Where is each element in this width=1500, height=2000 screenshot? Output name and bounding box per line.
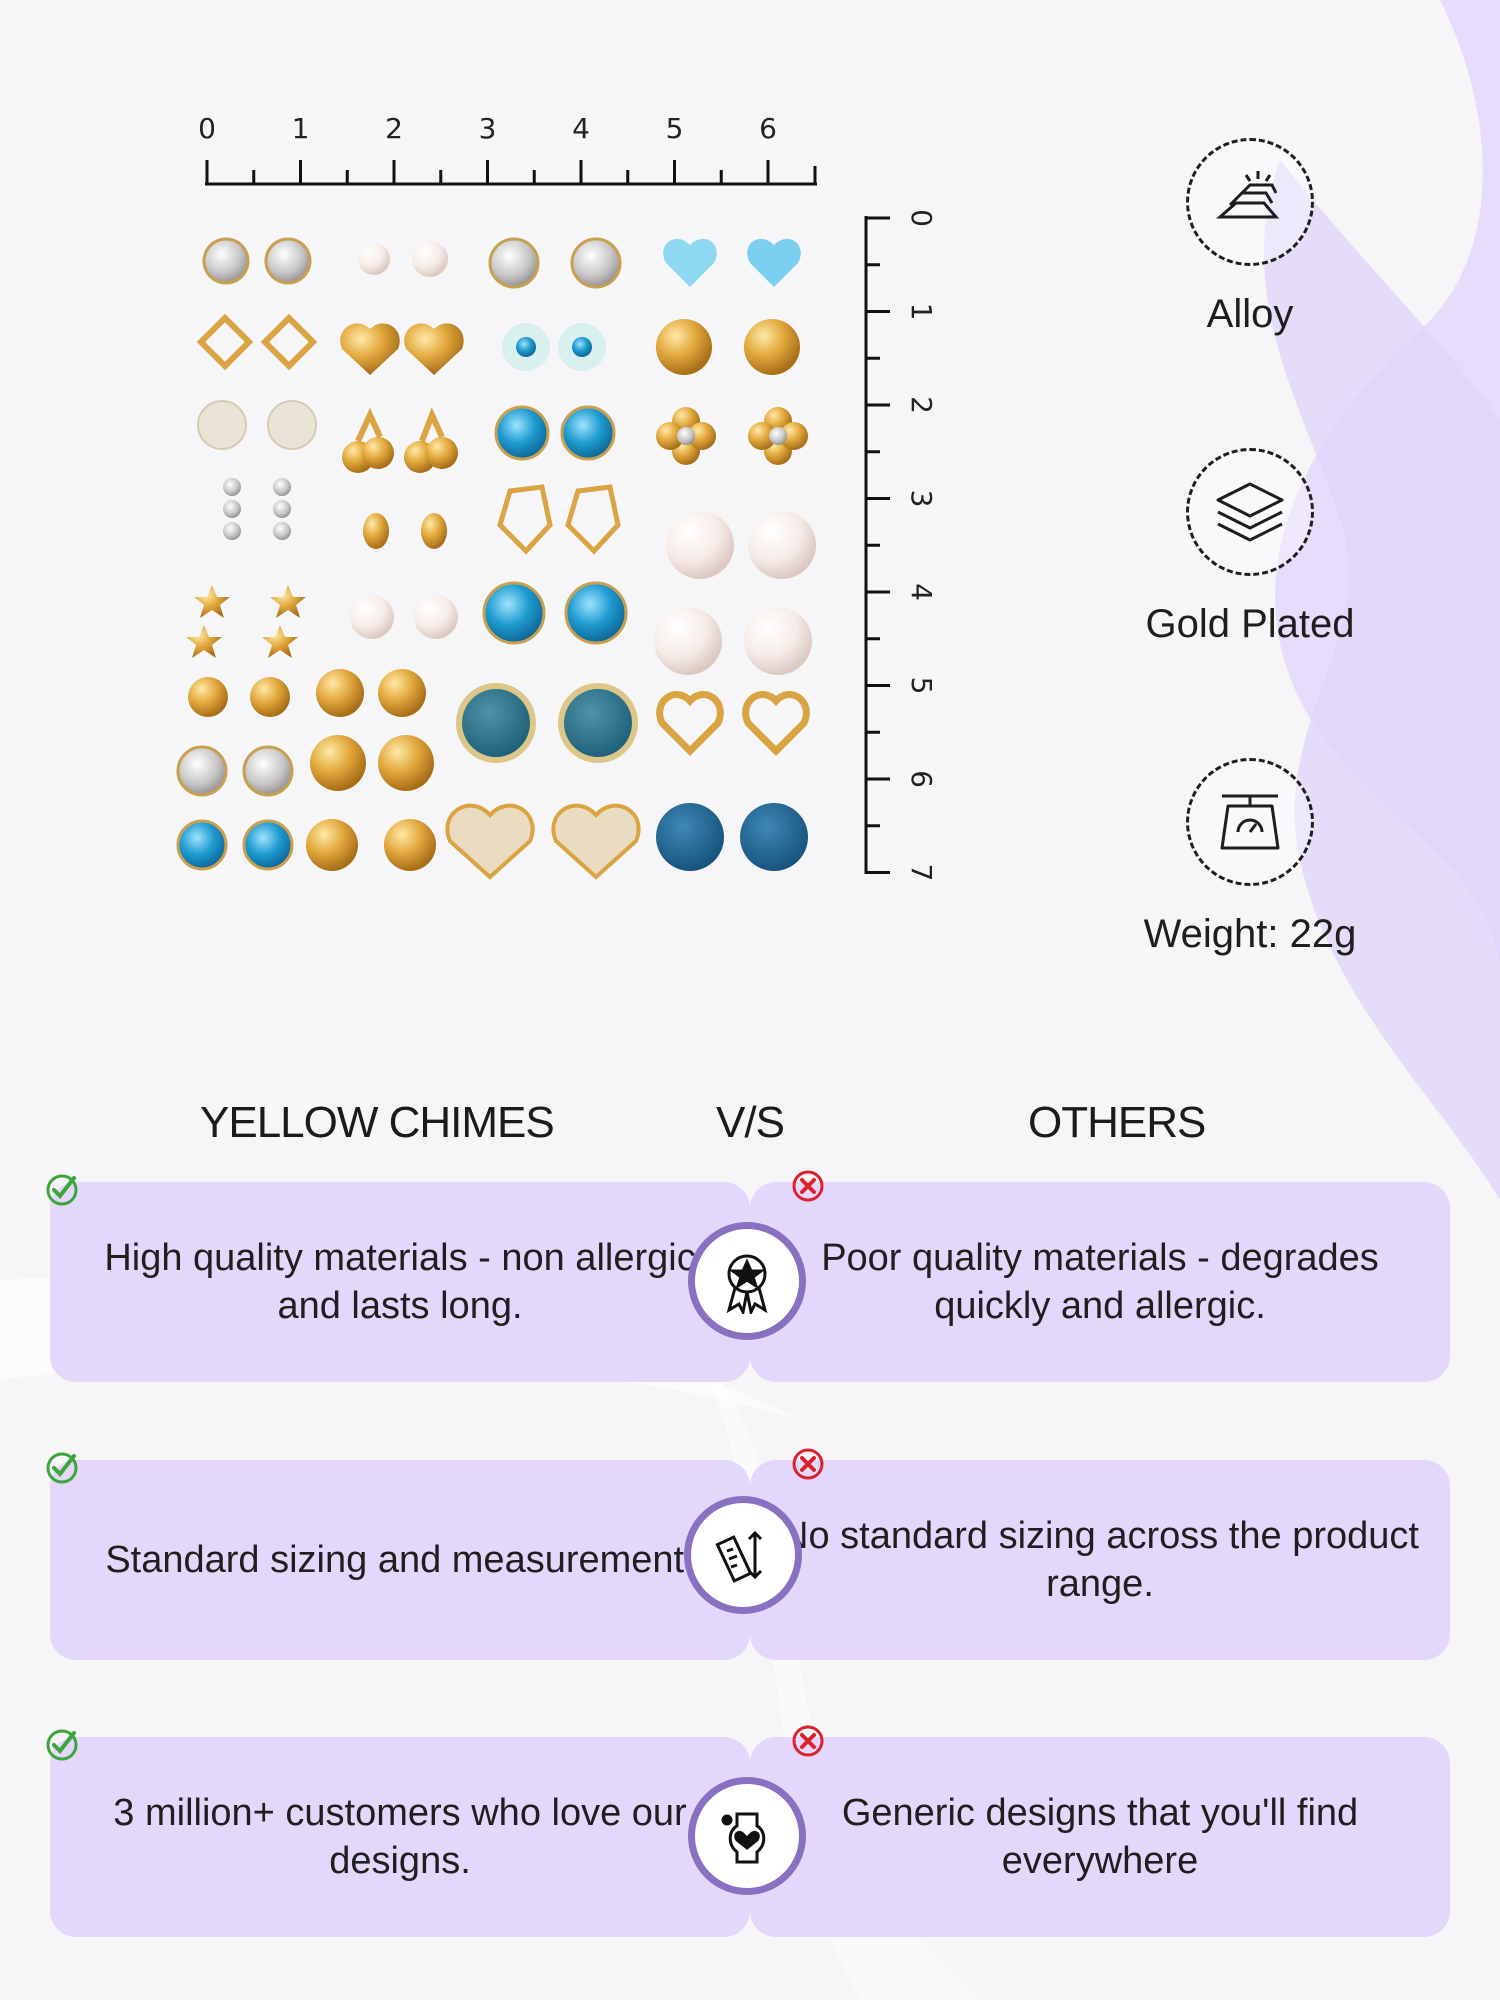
large-pearl-pair [654,607,812,675]
ruler-tick-label: 7 [905,864,938,882]
pearl-stud-pair [358,241,448,277]
pave-heart-pair [445,803,641,880]
ruler-tick-label: 6 [759,112,777,145]
feature-gold-plated: Gold Plated [1140,448,1360,647]
blue-heart-pair [663,238,801,287]
ruler-tick-label: 5 [666,112,684,145]
ruler-tick-label: 1 [292,112,310,145]
gold-star-pair [186,585,306,658]
ruler-tick-label: 3 [479,112,497,145]
gold-heart-pair [340,323,464,375]
ruler-tick-label: 4 [572,112,590,145]
others-point: No standard sizing across the product ra… [750,1460,1450,1660]
gold-bars-icon [1186,138,1314,266]
gold-flower-pair [656,407,808,465]
gold-ball-pair [310,735,434,791]
quality-badge-icon [688,1222,806,1340]
silver-disc-pair [197,400,317,450]
gold-ball-pair [316,669,426,717]
comparison-row-quality: High quality materials - non allergic an… [0,1170,1500,1382]
top-ruler: 0 1 2 3 4 5 6 [198,112,817,186]
yellow-chimes-point: 3 million+ customers who love our design… [50,1737,750,1937]
gold-pentagon-pair [497,484,621,555]
others-heading: OTHERS [1028,1098,1206,1147]
ruler-tick-label: 6 [905,770,938,788]
ruler-tick-label: 0 [905,209,938,227]
gold-oval-pair [363,513,447,549]
comparison-row-sizing: Standard sizing and measurement. No stan… [0,1448,1500,1660]
feature-label: Gold Plated [1145,602,1355,646]
pearl-stud-pair [350,595,458,639]
gold-ball-pair [306,819,436,871]
gold-square-pair [196,313,318,371]
ruler-tick-label: 0 [198,112,216,145]
crystal-stud-pair [488,237,622,289]
yellow-chimes-point: High quality materials - non allergic an… [50,1182,750,1382]
crystal-drop-pair [223,478,291,540]
blue-bead-pair [656,803,808,871]
brand-heading: YELLOW CHIMES [200,1098,555,1147]
customer-love-icon [688,1777,806,1895]
feature-weight: Weight: 22g [1140,758,1360,957]
blue-crystal-pair [176,819,294,871]
crystal-stud-pair [202,237,312,285]
feature-label: Weight: 22g [1143,912,1357,956]
blue-crystal-pair [482,581,628,645]
ruler-tick-label: 5 [905,677,938,695]
crystal-stud-pair [176,745,294,797]
feature-alloy: Alloy [1140,138,1360,337]
blue-crystal-pair [494,405,616,461]
vs-heading: V/S [716,1098,785,1147]
teal-cabochon-pair [456,683,638,763]
gold-cherry-pair [342,407,458,473]
gold-rose-pair [656,319,800,375]
others-point: Generic designs that you'll find everywh… [750,1737,1450,1937]
large-pearl-pair [666,511,816,579]
crystal-heart-pair [656,691,810,756]
ruler-tick-label: 1 [905,303,938,321]
check-icon [46,1452,78,1484]
cross-icon [792,1725,824,1757]
side-ruler: 0 1 2 3 4 5 6 7 [864,209,938,882]
gold-bead-pair [188,677,290,717]
ruler-icon [684,1496,802,1614]
ruler-tick-label: 3 [905,490,938,508]
comparison-row-customers: 3 million+ customers who love our design… [0,1725,1500,1937]
feature-label: Alloy [1206,292,1294,336]
others-point: Poor quality materials - degrades quickl… [750,1182,1450,1382]
cross-icon [792,1448,824,1480]
layers-icon [1186,448,1314,576]
earrings-product-image [176,237,816,880]
scale-icon [1186,758,1314,886]
check-icon [46,1174,78,1206]
ruler-tick-label: 2 [385,112,403,145]
yellow-chimes-point: Standard sizing and measurement. [50,1460,750,1660]
check-icon [46,1729,78,1761]
ruler-tick-label: 4 [905,583,938,601]
aqua-crystal-pair [502,323,606,371]
cross-icon [792,1170,824,1202]
ruler-tick-label: 2 [905,396,938,414]
